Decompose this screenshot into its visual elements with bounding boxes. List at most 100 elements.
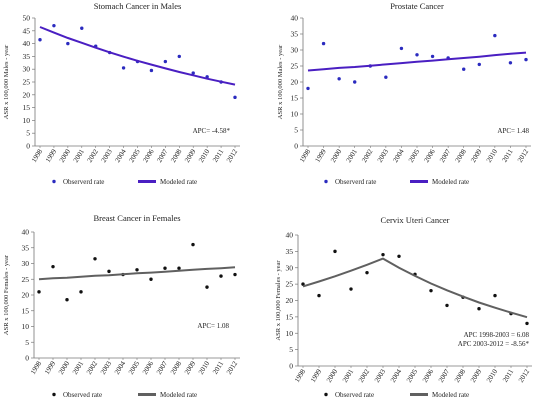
x-tick-label: 2006 [141, 359, 155, 376]
observed-rate-point [149, 277, 153, 281]
x-tick-label: 2004 [389, 367, 403, 384]
legend-observed-marker [52, 392, 56, 397]
chart-svg: Stomach Cancer in Males ASR x 100,000 Mal… [3, 1, 240, 186]
x-tick-label: 2002 [357, 367, 371, 384]
observed-rate-point [37, 290, 41, 294]
x-tick-label: 2005 [405, 367, 419, 384]
y-tick-label: 10 [291, 110, 299, 119]
observed-rate-point [107, 269, 111, 274]
x-tick-label: 2000 [57, 359, 71, 376]
y-tick-label: 30 [22, 259, 30, 268]
observed-rate-point [399, 46, 404, 51]
x-tick-label: 2000 [325, 367, 339, 384]
observed-rate-point [397, 254, 401, 258]
y-tick-label: 40 [22, 228, 30, 237]
x-tick-label: 2011 [501, 367, 515, 383]
observed-rate-point [52, 23, 56, 28]
chart-cervix-uteri-cancer: Cervix Uteri Cancer ASR x 100,000 Females… [272, 201, 544, 403]
observed-rate-point [525, 321, 529, 326]
y-tick-label: 20 [22, 291, 30, 300]
chart-title: Stomach Cancer in Males [94, 1, 182, 11]
y-axis-label: ASR x 100,000 Males - year [277, 44, 284, 119]
y-axis-label: ASR x 100,000 Males - year [3, 44, 10, 119]
x-tick-label: 2007 [438, 147, 452, 164]
x-tick-label: 2003 [100, 147, 114, 164]
y-tick-label: 5 [289, 345, 293, 354]
y-tick-label: 5 [26, 129, 30, 138]
x-tick-label: 2006 [141, 147, 155, 164]
x-tick-label: 2012 [517, 367, 531, 384]
y-tick-label: 0 [26, 142, 30, 151]
x-tick-label: 2000 [329, 147, 343, 164]
y-tick-label: 0 [294, 142, 298, 151]
x-tick-label: 2003 [99, 359, 113, 376]
x-tick-label: 2006 [421, 367, 435, 384]
legend-modeled-label: Modeled rate [160, 178, 197, 186]
observed-rate-point [321, 41, 326, 46]
y-tick-label: 10 [286, 329, 294, 338]
y-tick-label: 40 [286, 231, 294, 240]
observed-rate-point [415, 53, 419, 57]
x-tick-label: 2001 [345, 147, 359, 164]
apc-annotation: APC= -4.58* [193, 127, 231, 135]
observed-rate-point [219, 274, 223, 278]
y-tick-label: 0 [289, 362, 293, 371]
observed-rate-point [233, 272, 237, 277]
x-tick-label: 2009 [469, 367, 483, 384]
y-tick-label: 35 [22, 243, 30, 252]
observed-rate-point [429, 288, 433, 293]
observed-rate-point [477, 62, 481, 67]
observed-rate-point [191, 242, 195, 247]
y-tick-label: 45 [23, 26, 31, 35]
legend-observed-label: Observed rate [63, 391, 102, 399]
y-tick-label: 35 [286, 247, 294, 256]
legend-modeled-label: Modeled rate [432, 178, 469, 186]
modeled-rate-line [39, 26, 236, 86]
x-tick-label: 2007 [155, 359, 169, 376]
observed-rate-point [93, 257, 97, 261]
y-tick-label: 20 [286, 296, 294, 305]
x-tick-label: 1999 [309, 367, 323, 384]
observed-rate-point [349, 287, 353, 291]
x-tick-label: 2011 [211, 359, 225, 375]
y-tick-label: 40 [291, 14, 299, 23]
x-tick-label: 1998 [293, 367, 307, 384]
observed-rate-point [233, 95, 237, 100]
chart-stomach-cancer-males: Stomach Cancer in Males ASR x 100,000 Mal… [0, 0, 272, 201]
legend-observed-marker [324, 392, 328, 397]
x-tick-label: 2012 [225, 359, 239, 376]
y-tick-label: 30 [286, 263, 294, 272]
observed-rate-point [66, 41, 70, 46]
y-tick-label: 30 [23, 65, 31, 74]
observed-rate-point [508, 61, 513, 65]
observed-rate-point [365, 270, 369, 275]
legend-observed-label: Observed rate [335, 391, 374, 399]
observed-rate-point [79, 290, 83, 294]
x-tick-label: 2009 [183, 359, 197, 376]
apc-annotation: APC 1998-2003 = 6.08 [464, 331, 530, 339]
chart-prostate-cancer: Prostate Cancer ASR x 100,000 Males - yea… [272, 0, 544, 201]
modeled-rate-line [307, 51, 527, 72]
y-axis-label: ASR x 100,000 Females - year [3, 254, 10, 335]
x-tick-label: 2010 [197, 359, 211, 376]
y-tick-label: 25 [23, 78, 31, 87]
y-tick-label: 25 [286, 280, 294, 289]
x-tick-label: 2004 [113, 359, 127, 376]
observed-rate-point [163, 59, 168, 64]
observed-rate-point [163, 266, 167, 270]
observed-rate-point [51, 264, 55, 269]
x-tick-label: 1999 [314, 147, 328, 164]
x-tick-label: 2012 [225, 147, 239, 164]
x-tick-label: 2003 [373, 367, 387, 384]
observed-rate-point [80, 26, 84, 30]
legend-observed-marker [324, 179, 328, 184]
y-tick-label: 5 [25, 338, 29, 347]
x-tick-label: 2002 [85, 359, 99, 376]
x-tick-label: 2008 [454, 147, 468, 164]
x-tick-label: 2002 [86, 147, 100, 164]
x-tick-label: 2004 [114, 147, 128, 164]
x-tick-label: 1999 [44, 147, 58, 164]
x-tick-label: 2010 [197, 147, 211, 164]
x-tick-label: 2009 [183, 147, 197, 164]
legend-observed-label: Observerd rate [335, 178, 376, 186]
